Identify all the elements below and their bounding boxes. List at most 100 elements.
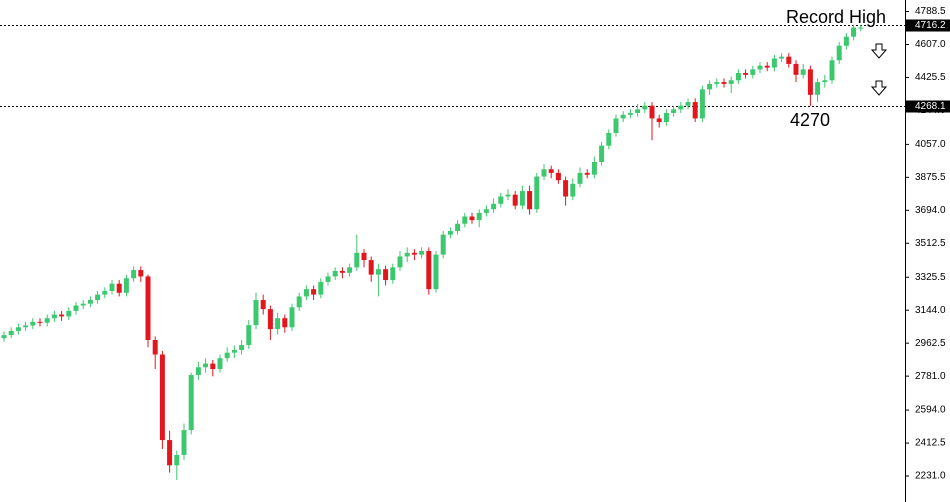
- candle-body: [131, 270, 137, 279]
- candle-body: [447, 231, 453, 235]
- candle-body: [793, 63, 799, 75]
- candle-body: [570, 183, 576, 197]
- candle-body: [80, 303, 86, 306]
- candle-body: [728, 80, 734, 84]
- candle-body: [519, 191, 525, 206]
- y-tick-label: 2962.5: [915, 338, 946, 349]
- candle-body: [757, 65, 763, 70]
- candle-body: [123, 278, 129, 293]
- annotation: 4270: [790, 110, 830, 130]
- candle-body: [239, 345, 245, 350]
- y-tick-label: 2781.0: [915, 371, 946, 382]
- y-tick-label: 4788.5: [915, 6, 946, 17]
- candle-body: [555, 172, 561, 181]
- candle-body: [807, 69, 813, 95]
- candle-body: [541, 169, 547, 177]
- candle-body: [815, 82, 821, 95]
- candle-body: [267, 309, 273, 330]
- candle-body: [397, 256, 403, 268]
- candle-body: [311, 289, 317, 295]
- candle-body: [707, 83, 713, 90]
- y-tick-label: 3512.5: [915, 238, 946, 249]
- y-tick-label: 2412.5: [915, 438, 946, 449]
- candle-body: [354, 252, 360, 268]
- candle-body: [491, 203, 497, 210]
- candle-body: [764, 65, 770, 68]
- candle-body: [231, 349, 237, 353]
- candle-body: [318, 281, 324, 295]
- candle-body: [282, 318, 288, 328]
- candle-body: [750, 69, 756, 75]
- candle-body: [411, 252, 417, 255]
- candle-body: [663, 112, 669, 123]
- candle-body: [779, 56, 785, 59]
- candle-body: [383, 269, 389, 281]
- candle-body: [15, 327, 21, 331]
- candle-body: [692, 102, 698, 119]
- candle-body: [786, 56, 792, 64]
- level-label: 4268.1: [915, 101, 946, 112]
- level-label-box: [906, 100, 950, 113]
- candle-body: [167, 440, 173, 466]
- candle-body: [563, 180, 569, 197]
- candle-body: [462, 216, 468, 224]
- candle-body: [483, 209, 489, 213]
- candle-body: [217, 358, 223, 370]
- candle-body: [512, 194, 518, 206]
- candle-body: [138, 270, 144, 277]
- candle-body: [325, 276, 331, 282]
- y-tick-label: 3694.0: [915, 205, 946, 216]
- candle-body: [649, 105, 655, 119]
- candle-body: [296, 296, 302, 308]
- candle-body: [203, 363, 209, 368]
- candle-body: [822, 80, 828, 83]
- candle-body: [721, 82, 727, 84]
- candle-body: [426, 251, 432, 290]
- candle-body: [771, 58, 777, 68]
- candle-body: [51, 314, 57, 319]
- candle-body: [390, 267, 396, 281]
- y-tick-label: 3875.5: [915, 172, 946, 183]
- candle-body: [44, 318, 50, 323]
- candle-body: [455, 223, 461, 232]
- candle-body: [195, 367, 201, 376]
- candle-body: [858, 27, 864, 29]
- candle-body: [527, 191, 533, 210]
- candle-body: [260, 300, 266, 310]
- candle-body: [498, 196, 504, 204]
- y-tick-label: 4057.0: [915, 139, 946, 150]
- candle-body: [95, 294, 101, 301]
- candle-body: [87, 300, 93, 304]
- candle-body: [606, 132, 612, 146]
- candle-body: [59, 314, 65, 317]
- candle-body: [159, 354, 165, 441]
- down-arrow: [870, 80, 888, 96]
- level-label: 4716.2: [915, 20, 946, 31]
- y-tick-label: 4425.5: [915, 72, 946, 83]
- candle-body: [843, 36, 849, 46]
- candle-body: [851, 27, 857, 37]
- candle-body: [145, 276, 151, 340]
- candle-body: [152, 339, 158, 355]
- candle-body: [548, 169, 554, 173]
- candle-body: [534, 176, 540, 210]
- candle-body: [188, 375, 194, 431]
- candle-body: [599, 145, 605, 163]
- candle-body: [678, 105, 684, 110]
- candle-body: [829, 60, 835, 81]
- candle-body: [30, 321, 36, 326]
- y-tick-label: 2594.0: [915, 405, 946, 416]
- candle-body: [800, 69, 806, 75]
- candle-body: [102, 290, 108, 295]
- candle-body: [361, 252, 367, 261]
- candle-body: [699, 89, 705, 119]
- candle-body: [627, 112, 633, 115]
- candle-body: [339, 270, 345, 273]
- candle-body: [584, 172, 590, 175]
- y-tick-label: 2231.0: [915, 471, 946, 482]
- candle-body: [419, 251, 425, 255]
- candle-body: [469, 216, 475, 221]
- candle-body: [368, 260, 374, 275]
- candle-body: [109, 283, 115, 291]
